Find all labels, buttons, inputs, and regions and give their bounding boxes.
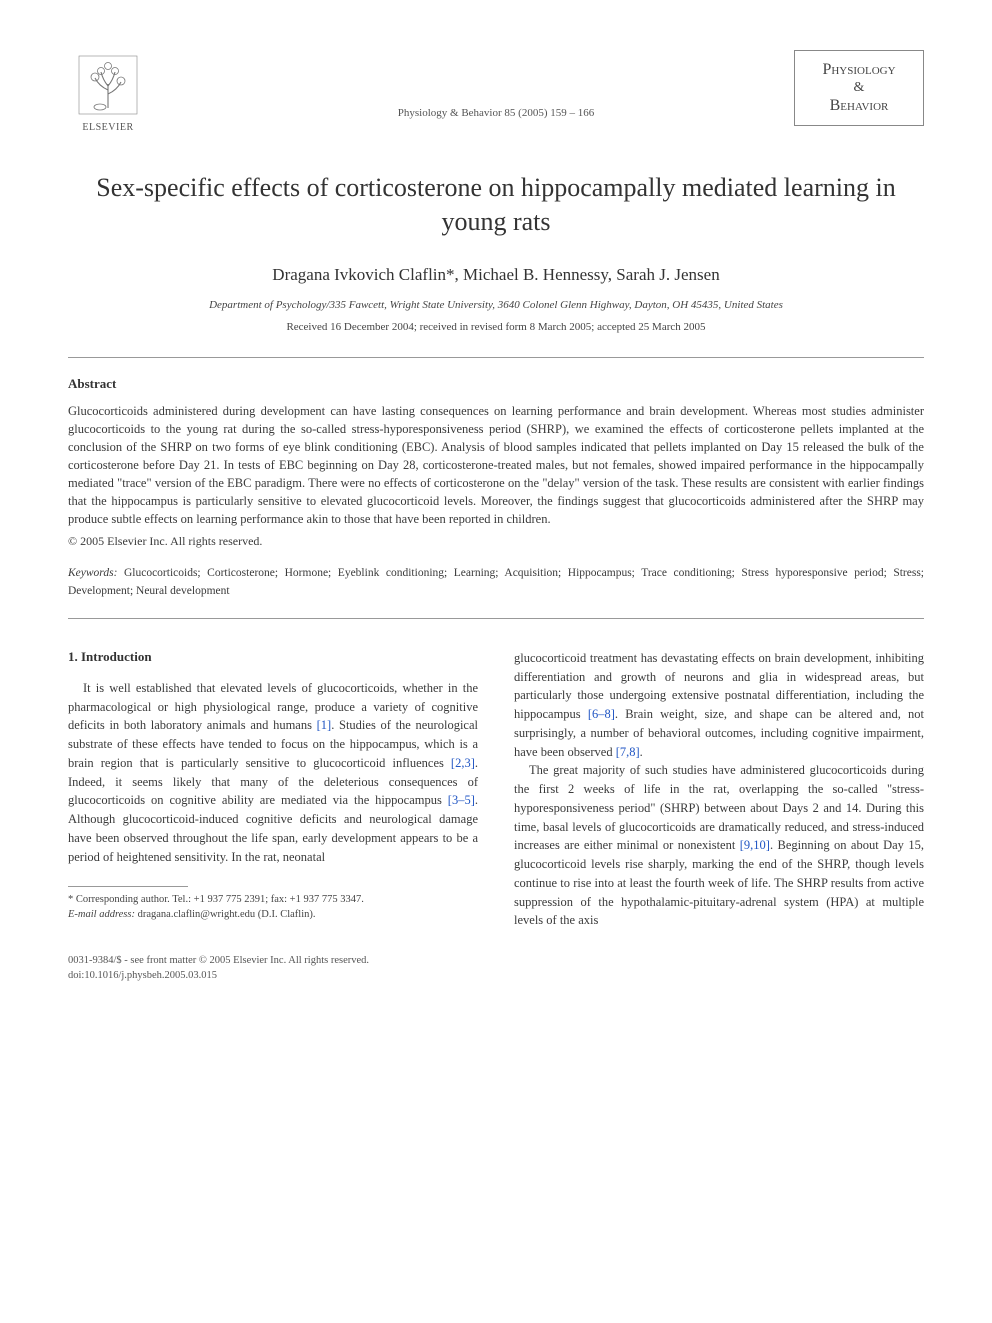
email-label: E-mail address: <box>68 909 135 920</box>
affiliation: Department of Psychology/335 Fawcett, Wr… <box>68 299 924 311</box>
abstract-text: Glucocorticoids administered during deve… <box>68 402 924 529</box>
citation-ref[interactable]: [9,10] <box>740 838 770 852</box>
divider <box>68 618 924 619</box>
divider <box>68 357 924 358</box>
keywords-list: Glucocorticoids; Corticosterone; Hormone… <box>68 567 924 596</box>
column-left: 1. Introduction It is well established t… <box>68 649 478 930</box>
footnote-rule <box>68 886 188 887</box>
body-columns: 1. Introduction It is well established t… <box>68 649 924 930</box>
body-paragraph: It is well established that elevated lev… <box>68 679 478 867</box>
journal-name-amp: & <box>809 80 909 96</box>
keywords-label: Keywords: <box>68 567 117 579</box>
body-paragraph: glucocorticoid treatment has devastating… <box>514 649 924 762</box>
email-address: dragana.claflin@wright.edu (D.I. Claflin… <box>138 909 316 920</box>
publisher-name: ELSEVIER <box>82 122 133 133</box>
citation-ref[interactable]: [1] <box>317 718 332 732</box>
elsevier-tree-icon <box>73 50 143 120</box>
citation-ref[interactable]: [2,3] <box>451 756 475 770</box>
corresponding-author-footnote: * Corresponding author. Tel.: +1 937 775… <box>68 893 478 908</box>
publisher-logo: ELSEVIER <box>68 50 148 133</box>
citation-ref[interactable]: [3–5] <box>448 793 475 807</box>
body-text: . <box>640 745 643 759</box>
journal-box: Physiology & Behavior <box>794 50 924 126</box>
footer-issn: 0031-9384/$ - see front matter © 2005 El… <box>68 954 924 969</box>
authors: Dragana Ivkovich Claflin*, Michael B. He… <box>68 265 924 285</box>
article-title: Sex-specific effects of corticosterone o… <box>68 171 924 239</box>
intro-heading: 1. Introduction <box>68 649 478 665</box>
email-footnote: E-mail address: dragana.claflin@wright.e… <box>68 908 478 923</box>
keywords: Keywords: Glucocorticoids; Corticosteron… <box>68 565 924 600</box>
copyright: © 2005 Elsevier Inc. All rights reserved… <box>68 534 924 549</box>
abstract-heading: Abstract <box>68 376 924 392</box>
received-dates: Received 16 December 2004; received in r… <box>68 321 924 333</box>
citation-ref[interactable]: [6–8] <box>588 707 615 721</box>
column-right: glucocorticoid treatment has devastating… <box>514 649 924 930</box>
journal-name-line1: Physiology <box>809 61 909 79</box>
body-paragraph: The great majority of such studies have … <box>514 761 924 930</box>
journal-name-line2: Behavior <box>809 97 909 115</box>
footer-doi: doi:10.1016/j.physbeh.2005.03.015 <box>68 969 924 984</box>
header-row: ELSEVIER Physiology & Behavior <box>68 50 924 133</box>
footer: 0031-9384/$ - see front matter © 2005 El… <box>68 954 924 983</box>
citation-ref[interactable]: [7,8] <box>616 745 640 759</box>
